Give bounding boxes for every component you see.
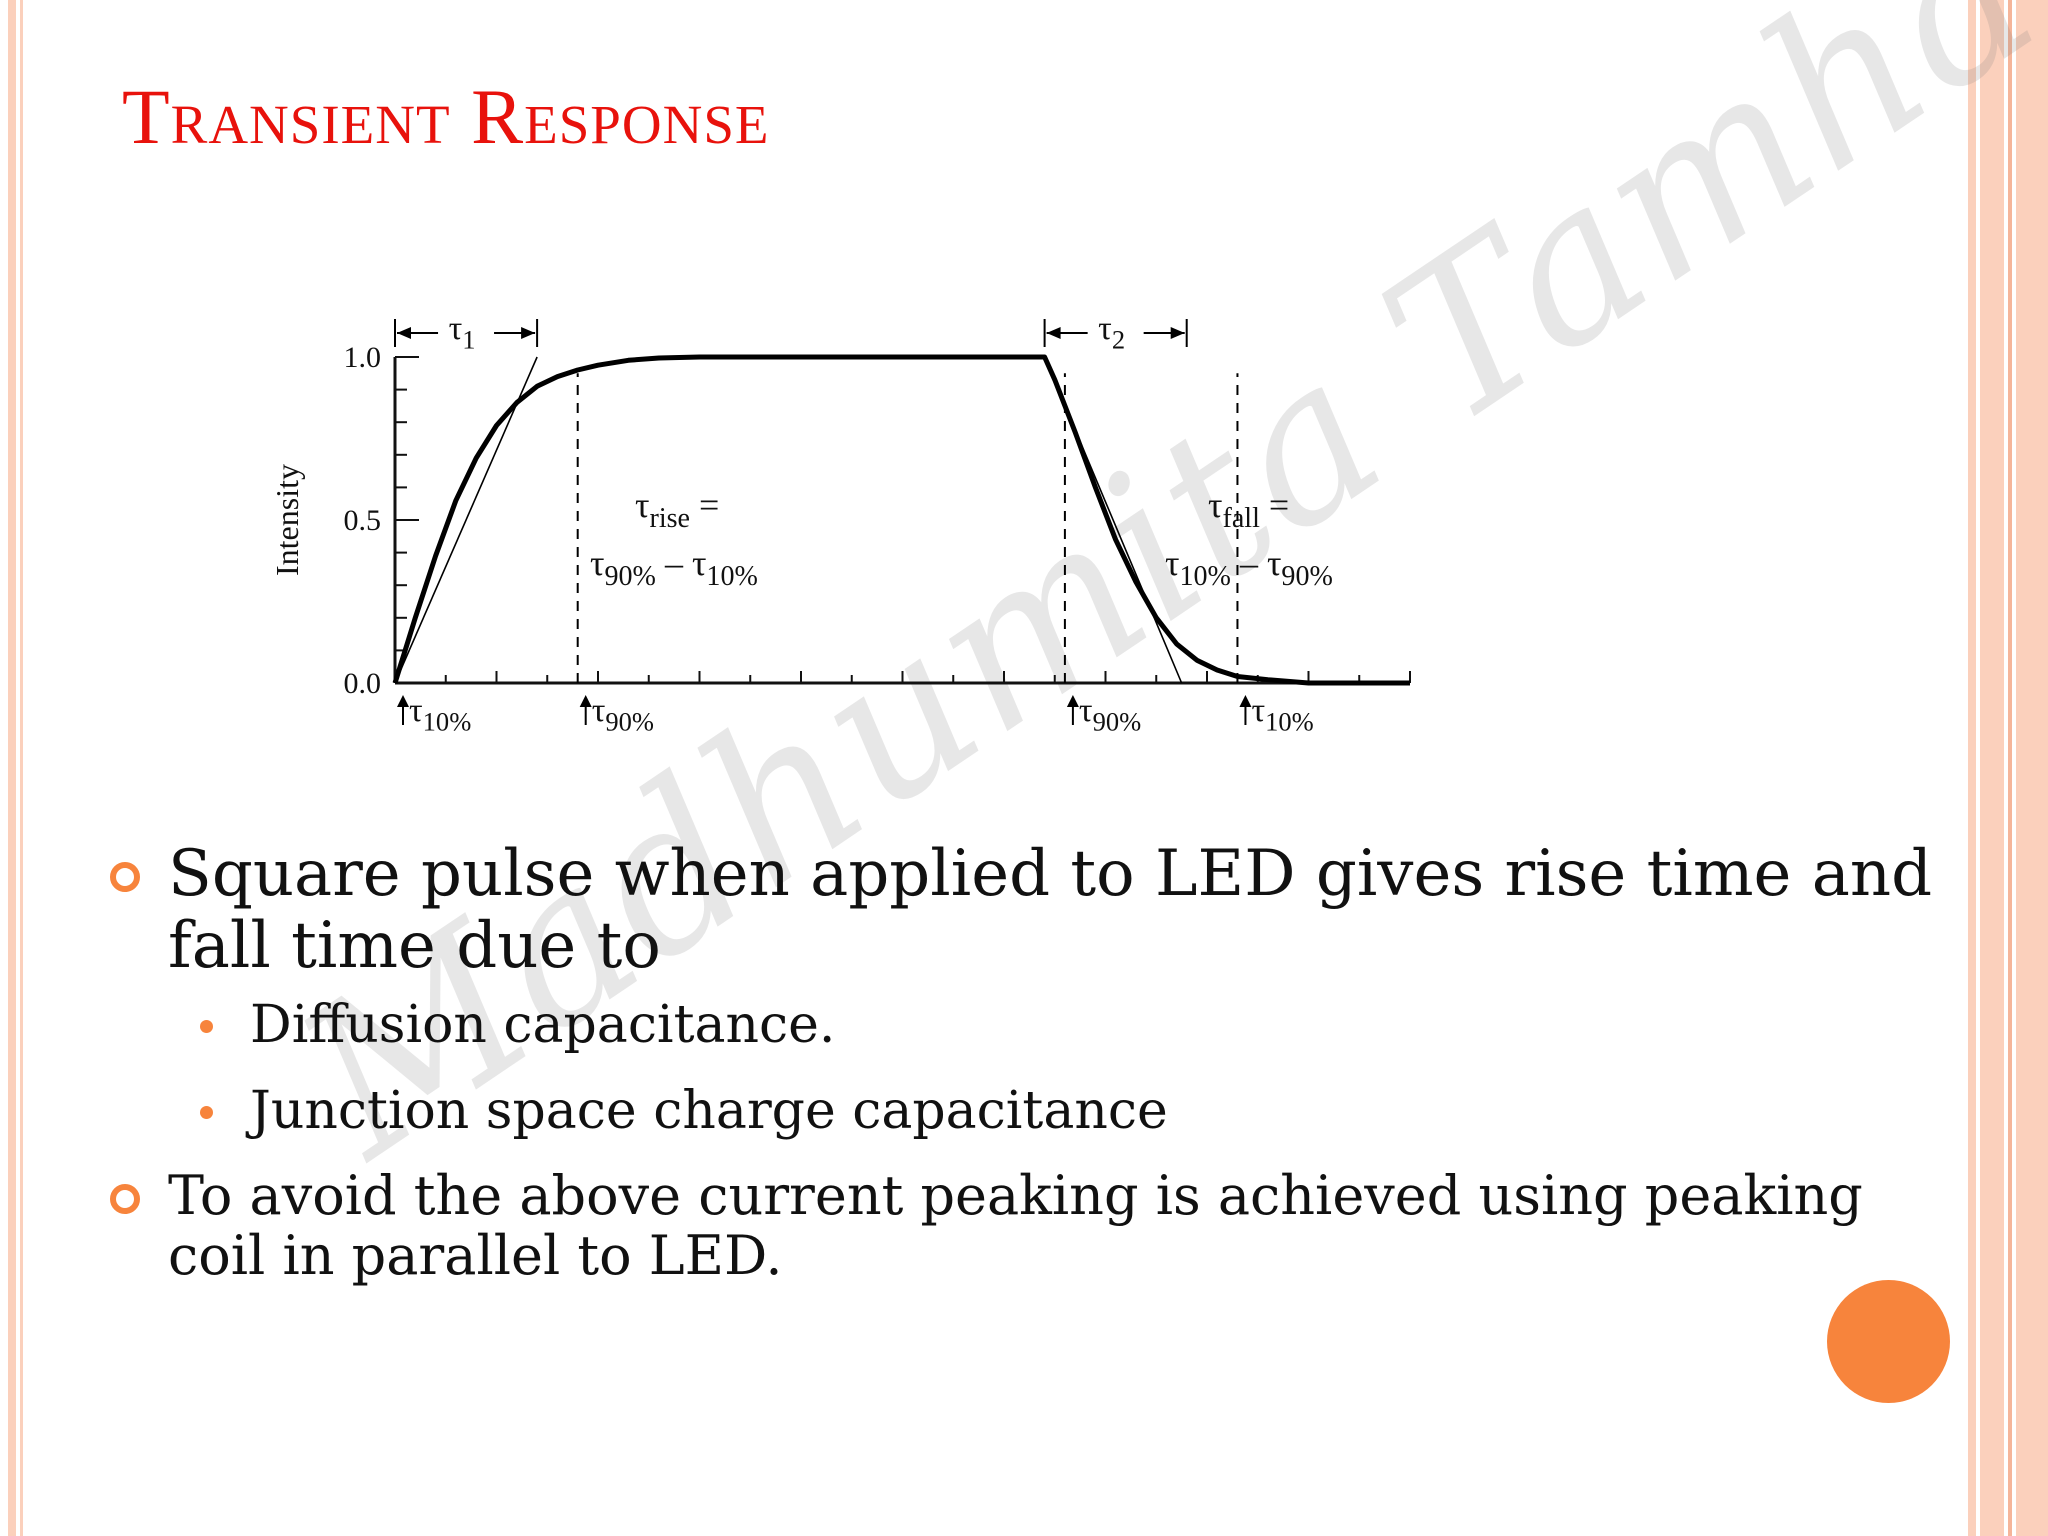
tau2-bracket-arrowhead-right (1170, 327, 1185, 339)
tau1-bracket-label: τ1 (449, 310, 476, 355)
dot-bullet-icon (200, 1106, 213, 1119)
left-decor-stripe (0, 0, 30, 1536)
sub-bullet-diffusion: Diffusion capacitance. (168, 994, 1958, 1056)
sub-bullet-text: Junction space charge capacitance (250, 1081, 1168, 1141)
marker-arrowhead (1239, 695, 1252, 707)
left-stripe-band (8, 0, 16, 1536)
y-tick-label: 1.0 (344, 341, 382, 374)
y-axis-label: Intensity (269, 464, 305, 576)
tau-fall-formula: τ10% – τ90% (1165, 543, 1333, 592)
marker-arrowhead (397, 695, 409, 707)
y-tick-label: 0.5 (344, 504, 382, 537)
sub-bullet-list: Diffusion capacitance. Junction space ch… (168, 994, 1958, 1142)
marker-label: τ90% (592, 692, 654, 737)
tau1-bracket-arrowhead-left (397, 327, 411, 339)
sub-bullet-text: Diffusion capacitance. (250, 995, 836, 1055)
left-stripe-line (20, 0, 23, 1536)
bullet-text: Square pulse when applied to LED gives r… (168, 837, 1933, 983)
transient-response-chart: 0.0 0.5 1.0 Intensity τ1 τ2 τrise = τ90% – τ10%… (269, 310, 1411, 737)
tau-rise-label: τrise = (635, 485, 719, 534)
right-stripe-band-4 (2016, 0, 2048, 1536)
tau2-bracket-label: τ2 (1098, 310, 1125, 355)
tangent-line (1043, 356, 1183, 684)
right-stripe-band-3 (2008, 0, 2012, 1536)
marker-arrowhead (579, 695, 592, 707)
intensity-curve (392, 354, 1410, 686)
tangent-line (394, 356, 538, 684)
tau-fall-label: τfall = (1208, 485, 1289, 534)
slide-title: Transient Response (122, 73, 770, 160)
tau-rise-formula: τ90% – τ10% (590, 543, 758, 592)
y-tick-label: 0.0 (344, 667, 382, 700)
marker-label: τ10% (1251, 692, 1313, 737)
orange-circle-decor (1827, 1280, 1950, 1403)
dot-bullet-icon (200, 1020, 213, 1033)
ring-bullet-icon (110, 1184, 140, 1214)
tau2-bracket-arrowhead-left (1046, 327, 1061, 339)
bullet-square-pulse: Square pulse when applied to LED gives r… (108, 838, 1958, 1142)
tau1-bracket-arrowhead-right (521, 327, 536, 339)
ring-bullet-icon (110, 862, 140, 892)
right-stripe-band-2 (1980, 0, 2004, 1536)
bullet-text: To avoid the above current peaking is ac… (168, 1164, 1863, 1287)
bullet-peaking-coil: To avoid the above current peaking is ac… (108, 1166, 1958, 1286)
right-stripe-band-1 (1968, 0, 1976, 1536)
marker-label: τ10% (409, 692, 471, 737)
right-decor-stripe (1968, 0, 2048, 1536)
sub-bullet-junction: Junction space charge capacitance (168, 1080, 1958, 1142)
marker-label: τ90% (1079, 692, 1141, 737)
bullet-list: Square pulse when applied to LED gives r… (108, 838, 1958, 1286)
marker-arrowhead (1066, 695, 1079, 707)
transient-response-figure: 0.0 0.5 1.0 Intensity τ1 τ2 τrise = τ90% – τ10%… (250, 285, 1430, 765)
